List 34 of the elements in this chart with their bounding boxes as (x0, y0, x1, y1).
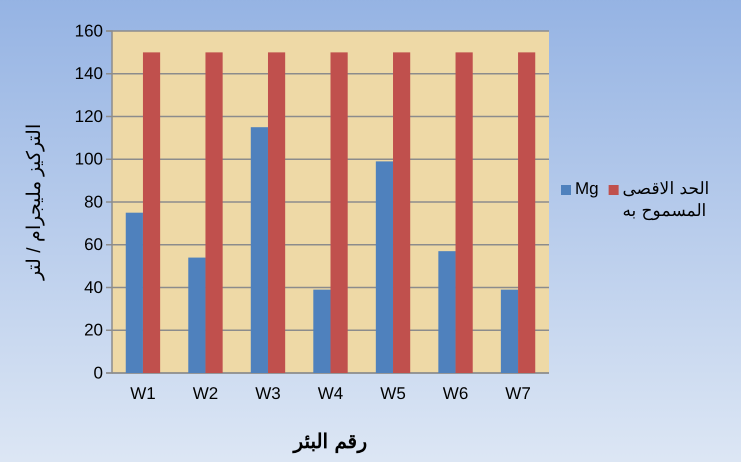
bar (376, 161, 394, 373)
y-tick-label: 120 (74, 106, 103, 126)
bar (330, 52, 348, 373)
x-tick-label: W3 (255, 384, 281, 404)
y-tick-label: 160 (74, 21, 103, 40)
y-tick-label: 80 (84, 192, 103, 212)
y-tick-label: 20 (84, 320, 103, 340)
bar (188, 258, 206, 373)
x-tick-label: W4 (318, 384, 344, 404)
bar (268, 52, 286, 373)
bar (205, 52, 223, 373)
bar (142, 52, 160, 373)
bar (456, 52, 473, 373)
y-tick-label: 60 (84, 235, 103, 254)
y-tick-label: 40 (84, 278, 103, 297)
x-tick-label: W1 (130, 384, 156, 404)
y-tick-label: 0 (94, 363, 103, 382)
x-tick-label: W2 (192, 384, 218, 404)
y-axis-title: التركيز مليجرام / لتر (24, 124, 45, 282)
legend-label: الحد الاقصى المسموح به (622, 179, 710, 221)
x-tick-label: W6 (442, 384, 468, 404)
bar (393, 52, 410, 373)
bar (500, 290, 518, 373)
bar (313, 290, 330, 373)
y-tick-label: 100 (74, 150, 103, 169)
x-tick-label: W7 (505, 384, 531, 404)
bar (250, 127, 268, 373)
y-tick-label: 140 (74, 64, 103, 84)
bar (126, 212, 143, 373)
legend-label: Mg (575, 179, 599, 198)
bar (438, 251, 456, 373)
bar (518, 52, 536, 373)
x-axis-title: رقم البئر (292, 431, 368, 454)
x-tick-label: W5 (380, 384, 406, 404)
